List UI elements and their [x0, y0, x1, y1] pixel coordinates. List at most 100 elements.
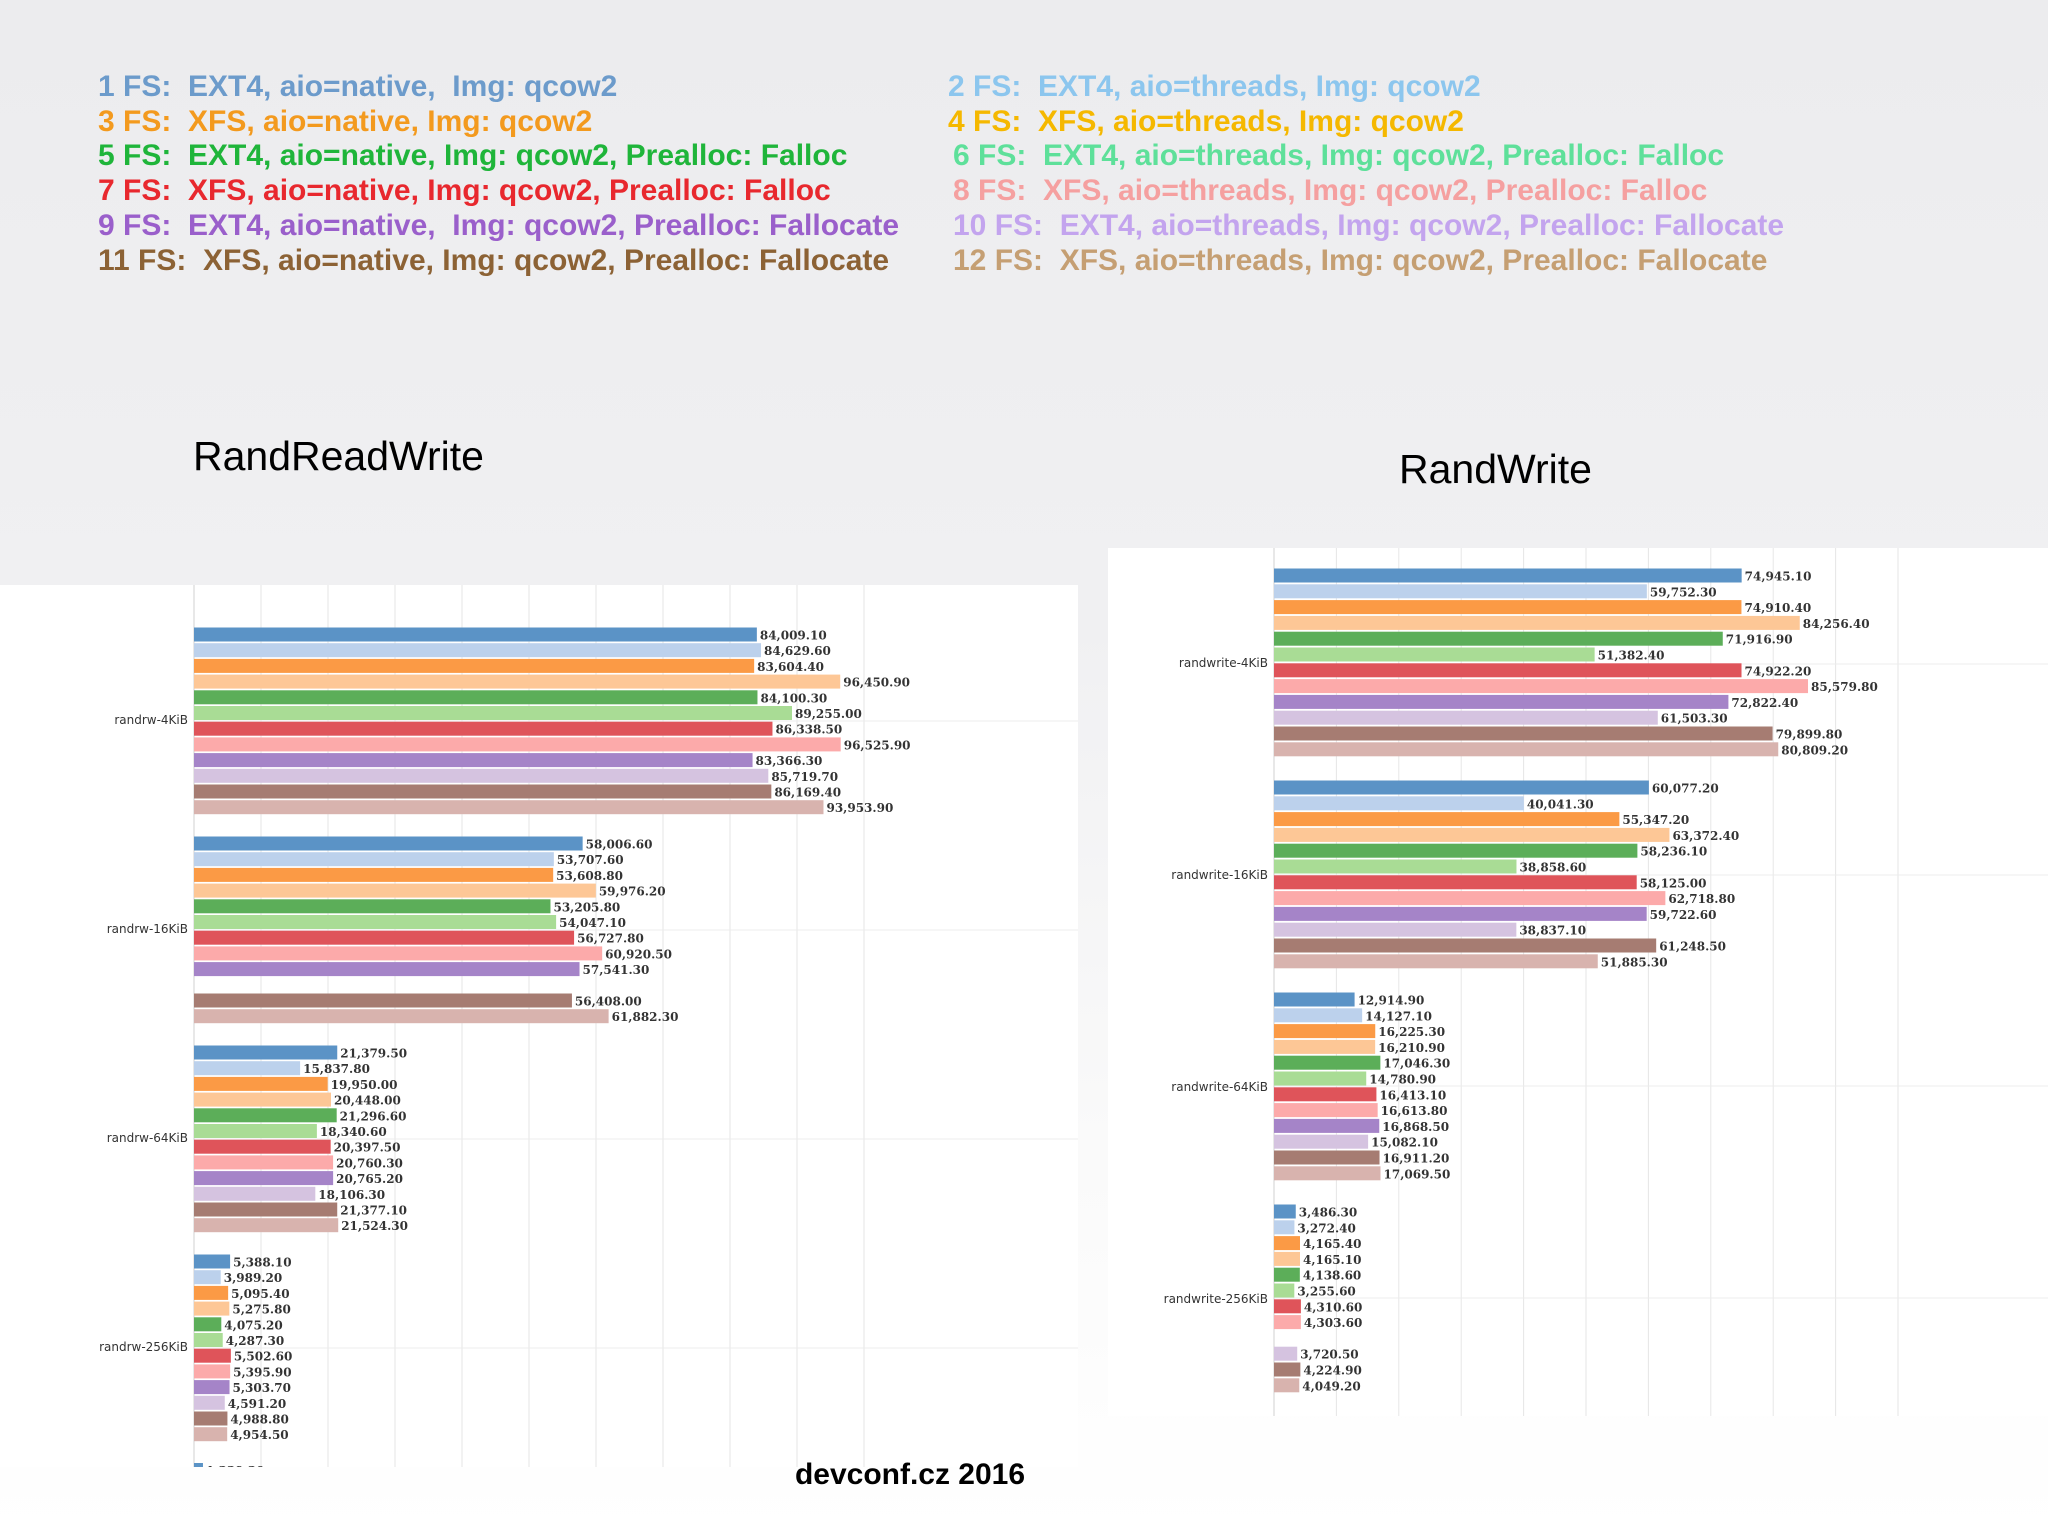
- data-label: 58,125.00: [1640, 876, 1707, 890]
- bar-series-4: [194, 1092, 332, 1107]
- data-label: 79,899.80: [1776, 728, 1843, 742]
- bar-series-7: [1274, 875, 1637, 890]
- data-label: 3,486.30: [1299, 1206, 1357, 1220]
- data-label: 16,868.50: [1382, 1120, 1449, 1134]
- bar-series-2: [1274, 584, 1647, 599]
- data-label: 15,837.80: [303, 1062, 370, 1076]
- bar-series-11: [194, 1411, 228, 1426]
- bar-series-1: [194, 1045, 338, 1060]
- data-label: 61,882.30: [612, 1010, 679, 1024]
- data-label: 74,945.10: [1745, 570, 1812, 584]
- category-label: randrw-4KiB: [114, 713, 188, 727]
- data-label: 60,920.50: [605, 947, 672, 961]
- chart-title-randwrite: RandWrite: [1399, 446, 1592, 492]
- data-label: 38,837.10: [1519, 924, 1586, 938]
- footer-text: devconf.cz 2016: [794, 1458, 1026, 1491]
- data-label: 51,885.30: [1601, 955, 1668, 969]
- data-label: 63,372.40: [1672, 829, 1739, 843]
- category-label: randwrite-4KiB: [1179, 656, 1268, 670]
- data-label: 56,408.00: [575, 995, 642, 1009]
- bar-series-3: [1274, 1236, 1300, 1251]
- data-label: 21,296.60: [340, 1109, 407, 1123]
- bar-series-9: [1274, 906, 1647, 921]
- bar-series-10: [1274, 710, 1658, 725]
- bar-series-9: [194, 1171, 334, 1186]
- legend-item-1: 1 FS: EXT4, aio=native, Img: qcow2: [98, 70, 618, 103]
- bar-series-6: [1274, 859, 1517, 874]
- category-label: randwrite-64KiB: [1171, 1080, 1268, 1094]
- data-label: 4,954.50: [230, 1428, 288, 1442]
- data-label: 5,095.40: [231, 1287, 289, 1301]
- bar-series-3: [1274, 1024, 1376, 1039]
- data-label: 59,752.30: [1650, 585, 1717, 599]
- legend-item-10: 10 FS: EXT4, aio=threads, Img: qcow2, Pr…: [953, 208, 1785, 242]
- bar-series-5: [194, 899, 551, 914]
- data-label: 53,707.60: [557, 853, 624, 867]
- bar-series-6: [194, 1124, 317, 1138]
- bar-series-4: [1274, 1251, 1300, 1266]
- bar-series-3: [1274, 600, 1742, 615]
- bar-series-10: [194, 768, 769, 783]
- bar-series-6: [194, 915, 557, 929]
- bar-series-12: [194, 1009, 609, 1024]
- legend-item-2: 2 FS: EXT4, aio=threads, Img: qcow2: [948, 70, 1481, 103]
- data-label: 16,413.10: [1379, 1088, 1446, 1102]
- bar-series-11: [1274, 726, 1773, 741]
- bar-series-7: [1274, 1087, 1377, 1102]
- bar-series-8: [194, 737, 841, 752]
- bar-series-2: [1274, 796, 1524, 811]
- data-label: 4,075.20: [224, 1318, 282, 1332]
- bar-series-12: [194, 800, 824, 815]
- data-label: 4,165.40: [1303, 1237, 1361, 1251]
- bar-series-2: [194, 643, 762, 658]
- legend-item-8: 8 FS: XFS, aio=threads, Img: qcow2, Prea…: [953, 174, 1708, 208]
- bar-series-11: [1274, 938, 1657, 953]
- data-label: 16,613.80: [1381, 1104, 1448, 1118]
- data-label: 18,340.60: [320, 1125, 387, 1139]
- bar-series-7: [194, 721, 773, 736]
- bar-series-2: [194, 852, 554, 867]
- data-label: 86,169.40: [774, 786, 841, 800]
- data-label: 16,225.30: [1378, 1025, 1445, 1039]
- bar-series-4: [1274, 1039, 1376, 1054]
- bar-series-8: [1274, 679, 1809, 694]
- bar-series-12: [194, 1218, 339, 1233]
- data-label: 20,448.00: [334, 1094, 401, 1108]
- bar-series-5: [1274, 843, 1638, 858]
- data-label: 96,525.90: [844, 738, 911, 752]
- bar-series-11: [1274, 1150, 1380, 1165]
- data-label: 84,100.30: [760, 691, 827, 705]
- data-label: 56,727.80: [577, 932, 644, 946]
- bar-series-1: [1274, 992, 1355, 1007]
- data-label: 55,347.20: [1622, 813, 1689, 827]
- data-label: 4,138.60: [1303, 1269, 1361, 1283]
- data-label: 3,720.50: [1300, 1348, 1358, 1362]
- bar-series-4: [194, 1301, 230, 1316]
- bar-series-10: [194, 1186, 316, 1201]
- data-label: 4,287.30: [226, 1334, 284, 1348]
- data-label: 21,379.50: [340, 1047, 407, 1061]
- data-label: 15,082.10: [1371, 1136, 1438, 1150]
- chart-panel-randwrite: randwrite-4KiB 74,945.10 59,752.30 74,910.4…: [1108, 548, 2048, 1416]
- data-label: 86,338.50: [775, 723, 842, 737]
- data-label: 5,502.60: [234, 1350, 292, 1364]
- data-label: 19,950.00: [331, 1078, 398, 1092]
- legend-item-9: 9 FS: EXT4, aio=native, Img: qcow2, Prea…: [98, 208, 900, 242]
- data-label: 57,541.30: [583, 963, 650, 977]
- data-label: 17,069.50: [1384, 1167, 1451, 1181]
- bar-series-3: [194, 658, 755, 673]
- bar-series-7: [194, 930, 575, 945]
- data-label: 59,976.20: [599, 885, 666, 899]
- bar-series-5: [194, 1317, 222, 1332]
- data-label: 53,205.80: [553, 900, 620, 914]
- bar-series-11: [194, 1202, 338, 1217]
- bar-series-5: [1274, 1055, 1381, 1070]
- chart-panel-randreadwrite: randrw-4KiB 84,009.10 84,629.60 83,604.40 96…: [0, 585, 1078, 1478]
- bar-series-4: [194, 674, 841, 689]
- bar-series-8: [194, 1155, 334, 1170]
- bar-series-7: [1274, 1299, 1301, 1314]
- data-label: 83,604.40: [757, 660, 824, 674]
- bar-series-9: [194, 753, 753, 768]
- bar-series-12: [1274, 954, 1598, 969]
